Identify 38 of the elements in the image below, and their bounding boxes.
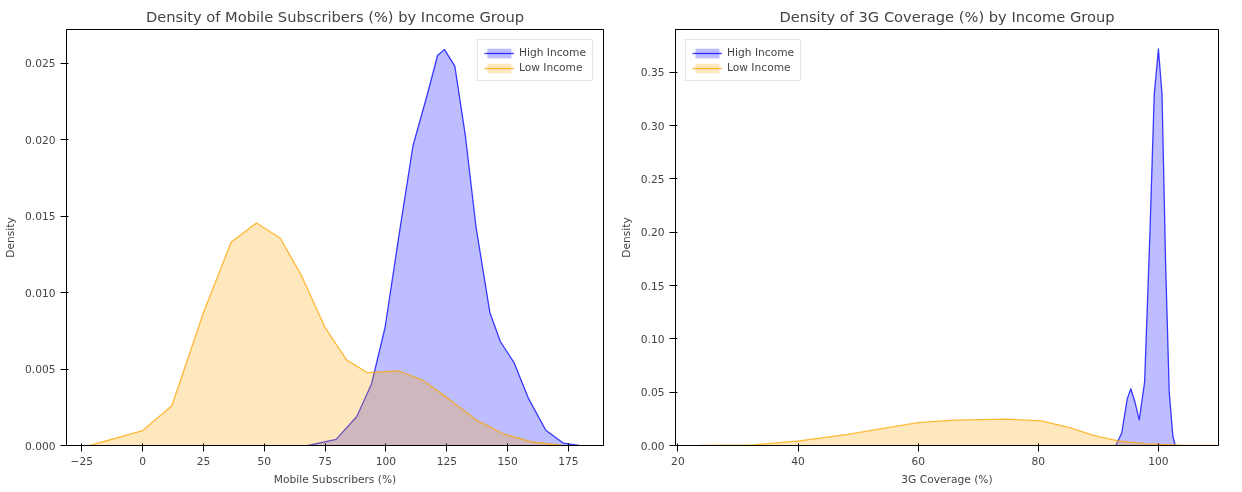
y-axis-title: Density: [3, 217, 17, 258]
y-tick-label: 0.015: [24, 210, 56, 224]
legend-label: High Income: [518, 46, 586, 59]
x-tick-label: 80: [1031, 454, 1046, 468]
y-tick-label: 0.025: [24, 57, 56, 71]
y-tick-label: 0.30: [640, 119, 665, 133]
chart-title: Density of 3G Coverage (%) by Income Group: [779, 7, 1115, 25]
x-tick-label: 25: [196, 454, 211, 468]
x-tick-label: 75: [318, 454, 332, 468]
y-tick-label: 0.005: [24, 363, 56, 377]
y-tick-label: 0.000: [24, 439, 56, 453]
x-tick-label: 100: [375, 454, 397, 468]
x-tick-label: 20: [671, 454, 685, 468]
y-tick-label: 0.20: [640, 226, 665, 240]
y-tick-label: 0.020: [24, 133, 56, 147]
y-tick-label: 0.25: [640, 172, 665, 186]
legend-label: Low Income: [727, 61, 791, 74]
y-tick-label: 0.010: [24, 286, 56, 300]
x-tick-label: 100: [1148, 454, 1169, 468]
y-tick-label: 0.15: [640, 279, 665, 293]
legend-label: High Income: [727, 46, 795, 59]
x-tick-label: 40: [791, 454, 806, 468]
legend-label: Low Income: [518, 61, 583, 74]
x-tick-label: 50: [257, 454, 272, 468]
x-axis-title: Mobile Subscribers (%): [273, 472, 397, 486]
y-tick-label: 0.00: [640, 439, 665, 453]
y-tick-label: 0.35: [640, 66, 665, 80]
x-tick-label: 60: [911, 454, 926, 468]
x-axis-title: 3G Coverage (%): [901, 472, 993, 486]
x-tick-label: 125: [436, 454, 457, 468]
x-tick-label: 150: [497, 454, 519, 468]
x-tick-label: 175: [558, 454, 579, 468]
x-tick-label: 0: [139, 454, 147, 468]
x-tick-label: −25: [70, 454, 94, 468]
y-axis-title: Density: [619, 217, 633, 258]
y-tick-label: 0.10: [640, 332, 665, 346]
y-tick-label: 0.05: [640, 386, 665, 400]
chart-title: Density of Mobile Subscribers (%) by Income Group: [145, 7, 525, 25]
